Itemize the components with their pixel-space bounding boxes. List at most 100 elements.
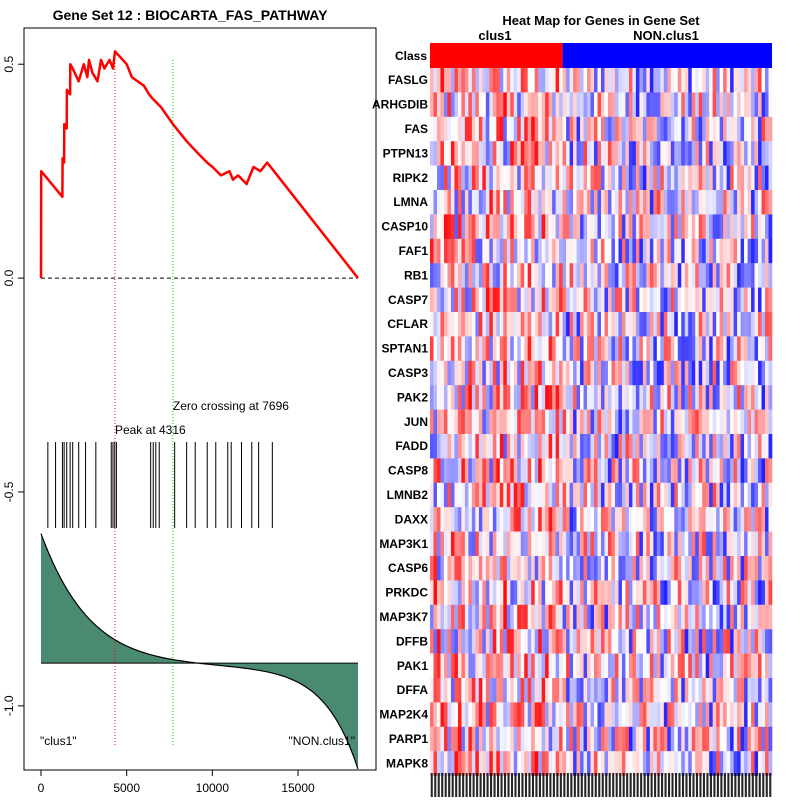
heatmap-cell bbox=[461, 702, 466, 727]
heatmap-cell bbox=[597, 165, 602, 191]
heatmap-cell bbox=[635, 385, 640, 410]
heatmap-cell bbox=[674, 238, 679, 264]
heatmap-cell bbox=[468, 336, 473, 361]
heatmap-cell bbox=[513, 409, 518, 435]
heatmap-cell bbox=[489, 531, 494, 557]
heatmap-cell bbox=[510, 141, 515, 166]
heatmap-cell bbox=[677, 92, 682, 117]
sample-label-mark bbox=[514, 773, 517, 797]
heatmap-cell bbox=[758, 507, 762, 532]
heatmap-cell bbox=[737, 238, 741, 264]
heatmap-cell bbox=[674, 580, 679, 605]
heatmap-cell bbox=[674, 141, 679, 166]
heatmap-cell bbox=[688, 604, 693, 630]
heatmap-cell bbox=[628, 726, 633, 752]
heatmap-cell bbox=[649, 190, 654, 215]
heatmap-cell bbox=[670, 287, 675, 313]
heatmap-cell bbox=[450, 263, 455, 288]
heatmap-cell bbox=[684, 556, 689, 581]
heatmap-cell bbox=[737, 190, 741, 215]
heatmap-cell bbox=[688, 434, 693, 459]
heatmap-cell bbox=[436, 287, 441, 313]
heatmap-cell bbox=[649, 116, 654, 142]
heatmap-cell bbox=[765, 141, 769, 166]
heatmap-cell bbox=[503, 702, 508, 727]
heatmap-cell bbox=[653, 629, 658, 654]
heatmap-cell bbox=[740, 531, 745, 557]
heatmap-cell bbox=[667, 751, 672, 776]
heatmap-cell bbox=[653, 214, 658, 239]
heatmap-cell bbox=[733, 458, 738, 483]
heatmap-cell bbox=[562, 678, 567, 703]
heatmap-cell bbox=[733, 482, 738, 508]
heatmap-cell bbox=[475, 360, 480, 386]
sample-label-mark bbox=[727, 773, 730, 797]
heatmap-cell bbox=[601, 580, 605, 605]
heatmap-cell bbox=[712, 214, 717, 239]
heatmap-cell bbox=[705, 604, 710, 630]
sample-label-mark bbox=[671, 773, 674, 797]
heatmap-cell bbox=[677, 409, 682, 435]
heatmap-cell bbox=[702, 190, 706, 215]
heatmap-cell bbox=[468, 190, 473, 215]
heatmap-cell bbox=[597, 629, 602, 654]
heatmap-cell bbox=[580, 360, 584, 386]
heatmap-cell bbox=[758, 434, 762, 459]
heatmap-cell bbox=[555, 190, 560, 215]
heatmap-cell bbox=[583, 604, 588, 630]
heatmap-cell bbox=[443, 507, 448, 532]
heatmap-cell bbox=[628, 238, 633, 264]
heatmap-cell bbox=[632, 263, 637, 288]
heatmap-cell bbox=[740, 482, 745, 508]
heatmap-cell bbox=[552, 360, 556, 386]
heatmap-cell bbox=[555, 726, 560, 752]
heatmap-cell bbox=[716, 702, 720, 727]
heatmap-cell bbox=[559, 458, 563, 483]
heatmap-cell bbox=[531, 287, 535, 313]
heatmap-cell bbox=[604, 678, 609, 703]
heatmap-cell bbox=[642, 726, 647, 752]
heatmap-cell bbox=[656, 580, 661, 605]
heatmap-cell bbox=[747, 556, 752, 581]
heatmap-cell bbox=[538, 385, 542, 410]
heatmap-cell bbox=[506, 214, 511, 239]
heatmap-cell bbox=[698, 678, 703, 703]
heatmap-cell bbox=[430, 653, 434, 679]
heatmap-cell bbox=[719, 629, 724, 654]
heatmap-cell bbox=[698, 726, 703, 752]
heatmap-cell bbox=[478, 604, 483, 630]
heatmap-cell bbox=[653, 580, 658, 605]
heatmap-cell bbox=[768, 653, 773, 679]
heatmap-cell bbox=[733, 580, 738, 605]
heatmap-cell bbox=[510, 116, 515, 142]
heatmap-cell bbox=[663, 434, 668, 459]
heatmap-cells bbox=[430, 68, 773, 776]
heatmap-cell bbox=[618, 434, 623, 459]
heatmap-cell bbox=[747, 751, 752, 776]
heatmap-cell bbox=[576, 92, 581, 117]
heatmap-cell bbox=[475, 653, 480, 679]
heatmap-cell bbox=[433, 92, 438, 117]
heatmap-cell bbox=[552, 287, 556, 313]
heatmap-cell bbox=[576, 385, 581, 410]
heatmap-cell bbox=[653, 409, 658, 435]
heatmap-cell bbox=[635, 92, 640, 117]
heatmap-cell bbox=[597, 263, 602, 288]
heatmap-cell bbox=[730, 92, 734, 117]
sample-label-mark bbox=[612, 773, 615, 797]
heatmap-cell bbox=[653, 653, 658, 679]
heatmap-cell bbox=[527, 141, 532, 166]
heatmap-cell bbox=[492, 190, 497, 215]
heatmap-cell bbox=[478, 629, 483, 654]
heatmap-cell bbox=[562, 141, 567, 166]
sample-label-mark bbox=[751, 773, 754, 797]
heatmap-cell bbox=[625, 360, 630, 386]
heatmap-cell bbox=[531, 531, 535, 557]
heatmap-cell bbox=[440, 409, 445, 435]
heatmap-cell bbox=[450, 92, 455, 117]
heatmap-cell bbox=[436, 360, 441, 386]
heatmap-cell bbox=[621, 434, 626, 459]
heatmap-cell bbox=[496, 68, 501, 93]
heatmap-cell bbox=[628, 507, 633, 532]
heatmap-cell bbox=[653, 458, 658, 483]
